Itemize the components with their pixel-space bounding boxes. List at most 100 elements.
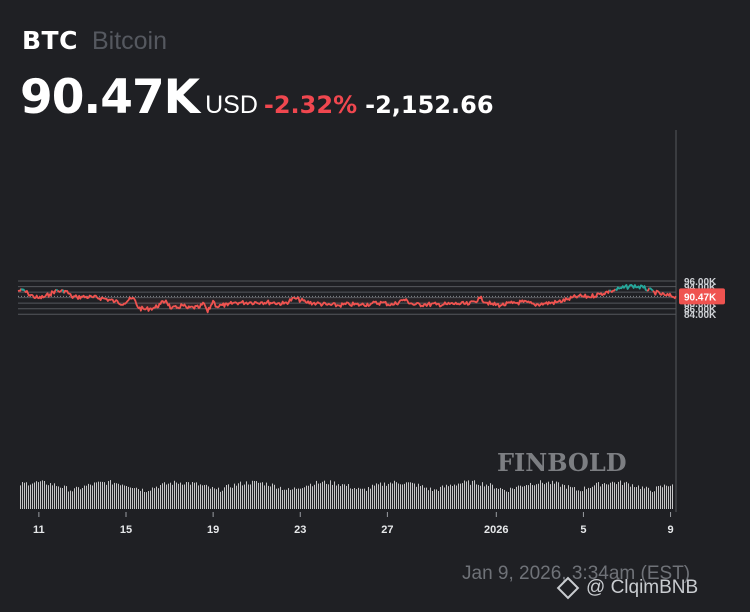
volume-bar xyxy=(500,487,501,509)
price-line xyxy=(17,283,677,314)
current-price: 90.47K xyxy=(20,70,200,125)
volume-bar xyxy=(596,482,597,509)
volume-bar xyxy=(474,480,475,509)
volume-bar xyxy=(510,487,511,509)
volume-bar xyxy=(98,481,99,509)
volume-bar xyxy=(338,484,339,509)
volume-bar xyxy=(570,486,571,509)
volume-bar xyxy=(58,486,59,509)
volume-bar xyxy=(504,489,505,509)
volume-bar xyxy=(244,484,245,509)
volume-bar xyxy=(424,487,425,509)
volume-bar xyxy=(194,482,195,509)
volume-bar xyxy=(408,482,409,509)
volume-bar xyxy=(130,487,131,509)
volume-bar xyxy=(82,487,83,509)
volume-bar xyxy=(612,481,613,509)
volume-bar xyxy=(564,485,565,509)
volume-bar xyxy=(640,488,641,509)
current-price-tag xyxy=(679,288,725,305)
chart-header: BTC Bitcoin xyxy=(22,26,167,56)
area-below-baseline xyxy=(18,296,676,313)
volume-bar xyxy=(174,480,175,509)
volume-bar xyxy=(286,489,287,509)
volume-bar xyxy=(464,480,465,509)
volume-bar xyxy=(540,480,541,509)
volume-bar xyxy=(494,488,495,509)
volume-bar xyxy=(282,489,283,509)
volume-bar xyxy=(202,485,203,509)
volume-bar xyxy=(534,485,535,509)
volume-bar xyxy=(660,485,661,509)
volume-bar xyxy=(42,480,43,509)
volume-bar xyxy=(76,486,77,509)
volume-bar xyxy=(38,482,39,509)
volume-bar xyxy=(538,483,539,509)
volume-bar xyxy=(118,483,119,509)
volume-bar xyxy=(664,484,665,509)
volume-bar xyxy=(336,485,337,509)
volume-bar xyxy=(452,485,453,509)
volume-bar xyxy=(634,487,635,509)
volume-bar xyxy=(44,480,45,509)
volume-bar xyxy=(134,488,135,509)
volume-bar xyxy=(290,489,291,509)
volume-bar xyxy=(274,484,275,509)
volume-bar xyxy=(54,483,55,509)
volume-bar xyxy=(666,485,667,509)
volume-bar xyxy=(560,486,561,509)
volume-bar xyxy=(186,482,187,509)
volume-bar xyxy=(608,484,609,509)
volume-bar xyxy=(26,482,27,509)
volume-bar xyxy=(592,486,593,509)
volume-bar xyxy=(254,480,255,509)
volume-bar xyxy=(298,488,299,509)
volume-bar xyxy=(250,484,251,509)
volume-bar xyxy=(166,484,167,509)
volume-bar xyxy=(372,484,373,509)
volume-bar xyxy=(218,487,219,509)
volume-bar xyxy=(46,484,47,509)
volume-bar xyxy=(522,486,523,509)
volume-bar xyxy=(486,484,487,509)
volume-bar xyxy=(346,485,347,509)
y-tick-label: 86.00K xyxy=(684,305,717,316)
volume-bar xyxy=(214,488,215,509)
volume-bar xyxy=(654,491,655,509)
volume-bar xyxy=(138,489,139,509)
volume-bar xyxy=(382,485,383,509)
volume-bar xyxy=(86,485,87,509)
price-line-segment xyxy=(17,288,23,292)
price-summary: 90.47K USD -2.32% -2,152.66 xyxy=(20,70,494,125)
volume-bar xyxy=(284,489,285,509)
volume-bar xyxy=(574,487,575,509)
volume-bar xyxy=(628,483,629,509)
volume-bar xyxy=(146,492,147,509)
volume-bar xyxy=(582,491,583,509)
volume-bar xyxy=(312,486,313,509)
price-line-segment xyxy=(648,287,654,292)
volume-bar xyxy=(308,485,309,509)
volume-bar xyxy=(268,485,269,509)
volume-bar xyxy=(342,484,343,509)
volume-bar xyxy=(572,487,573,509)
timestamp: Jan 9, 2026, 3:34am (EST) xyxy=(462,563,691,584)
watermark: @ ClqimBNB xyxy=(556,576,698,600)
volume-bar xyxy=(60,487,61,509)
volume-bar xyxy=(318,483,319,509)
volume-bar xyxy=(158,488,159,509)
volume-bar xyxy=(216,489,217,509)
volume-bar xyxy=(362,488,363,509)
volume-bar xyxy=(648,487,649,509)
volume-bar xyxy=(450,484,451,509)
x-tick-label: 2026 xyxy=(484,524,508,536)
volume-bar xyxy=(280,486,281,509)
volume-bar xyxy=(294,487,295,509)
volume-bar xyxy=(278,488,279,509)
volume-bar xyxy=(454,484,455,509)
volume-bar xyxy=(420,486,421,509)
volume-bar xyxy=(444,487,445,509)
volume-bar xyxy=(104,482,105,509)
volume-bar xyxy=(196,482,197,509)
